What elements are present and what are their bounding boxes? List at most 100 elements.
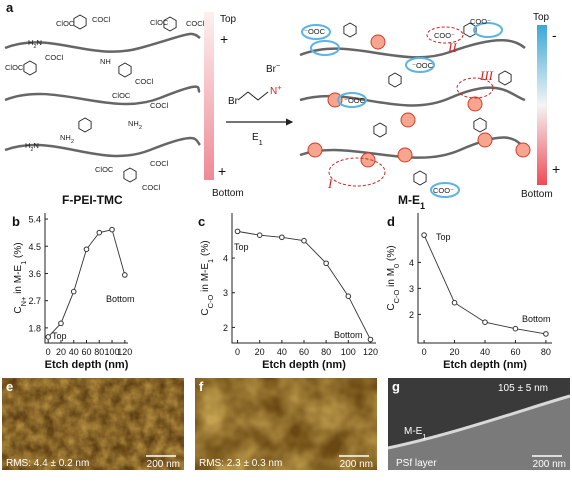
bar-label: Top [533, 12, 550, 23]
x-tick-label: 60 [81, 347, 91, 357]
y-tick-label: 4.5 [28, 242, 41, 252]
functional-group: ClOC [95, 165, 114, 174]
micrograph: e 200 nm RMS: 4.4 ± 0.2 nm [2, 378, 184, 470]
functional-group: ClOC [112, 91, 131, 100]
caption: F-PEI-TMC [62, 193, 123, 207]
bar-label: Bottom [521, 189, 553, 200]
x-tick-label: 80 [321, 347, 331, 357]
y-tick-label: 4 [223, 254, 228, 264]
y-tick-label: 3 [223, 288, 228, 298]
text-part: 1 [259, 138, 263, 147]
functional-group: NH2 [128, 119, 142, 131]
text-part: 2 [33, 44, 36, 50]
x-tick-label: 0 [46, 347, 51, 357]
micrograph: f 200 nm RMS: 2.3 ± 0.3 nm [195, 378, 377, 470]
scale-label: 200 nm [533, 459, 566, 470]
carboxylate-site [337, 92, 367, 108]
text-part: 1 [206, 259, 215, 263]
x-tick-label: 60 [299, 347, 309, 357]
site-label: III [479, 68, 494, 83]
y-tick-label: 4 [409, 258, 414, 268]
carboxylate-site [430, 182, 460, 198]
x-tick-label: 40 [69, 347, 79, 357]
text-part: 1 [19, 261, 28, 265]
bar-sign: - [552, 27, 557, 43]
bar-sign: + [552, 161, 560, 177]
text-part: − [276, 61, 281, 70]
functional-group: COO⁻ [470, 17, 491, 26]
data-point [234, 228, 241, 235]
text-part: H [25, 141, 30, 150]
text-part: C-O [392, 289, 401, 303]
data-point [421, 232, 427, 238]
bar-sign: + [220, 31, 228, 47]
functional-group: COCl [186, 19, 205, 28]
text-part: N [34, 141, 39, 150]
data-point [45, 334, 51, 340]
caption: M-E1 [398, 193, 425, 211]
benzene-ring [23, 60, 37, 76]
text-part: C [13, 306, 24, 313]
panel-label: c [198, 214, 205, 229]
text-part: NH [128, 119, 139, 128]
benzene-ring [343, 22, 357, 38]
functional-group: COO⁻ [433, 186, 454, 195]
functional-group: COCl [150, 101, 169, 110]
text-part: ⁻OOC [344, 96, 366, 105]
functional-group: ⁻OOC [344, 96, 366, 105]
arrow-label: E1 [252, 132, 263, 147]
text-part: M-E [398, 193, 420, 207]
functional-group: ⁻OOC [304, 27, 326, 36]
x-tick-label: 120 [117, 347, 132, 357]
data-point [122, 272, 128, 278]
text-part: + [277, 83, 282, 92]
scale-label: 200 nm [340, 459, 373, 470]
functional-group: COO⁻ [434, 31, 455, 40]
annotation: Bottom [106, 294, 135, 304]
text-part: C [200, 308, 211, 315]
functional-group: ClOC [150, 18, 169, 27]
functional-group: NH [100, 57, 111, 66]
text-part: in M-E [200, 263, 211, 295]
x-tick-label: 40 [480, 347, 490, 357]
data-point [482, 319, 488, 326]
x-tick-label: 80 [94, 347, 104, 357]
interaction-site [328, 157, 386, 187]
x-tick-label: 0 [235, 347, 240, 357]
depth-bar [204, 12, 214, 180]
text-part: H [28, 38, 33, 47]
data-point [451, 299, 458, 306]
text-part: C [386, 303, 397, 310]
series-line [47, 229, 126, 338]
data-point [323, 260, 329, 267]
functional-group: ClOC [56, 19, 75, 28]
tem-film [387, 394, 571, 450]
benzene-ring [73, 14, 87, 30]
y-axis-label: CN+ in M-E1 (%) [13, 242, 28, 313]
carboxylate-site [405, 57, 435, 73]
annotation: Top [52, 331, 67, 341]
text-part: (%) [386, 245, 397, 263]
bar-sign: + [218, 163, 226, 179]
text-part: 2 [30, 147, 33, 153]
scale-label: 200 nm [147, 459, 180, 470]
text-part: N [37, 38, 42, 47]
benzene-ring [78, 117, 92, 133]
ammonium-site [370, 34, 386, 50]
text-part: 2 [71, 139, 74, 145]
schematic [4, 32, 526, 159]
benzene-ring [413, 170, 427, 186]
image-texture [195, 378, 377, 470]
x-tick-label: 20 [255, 347, 265, 357]
functional-group: COCl [135, 77, 154, 86]
reagent: Br− [266, 61, 281, 76]
bar-label: Top [220, 14, 237, 25]
functional-group: ⁻OOC [412, 61, 434, 70]
ammonium-site [307, 142, 323, 158]
annotation: Top [234, 242, 249, 252]
roughness: RMS: 4.4 ± 0.2 nm [6, 458, 89, 469]
functional-group: ClOC [5, 63, 24, 72]
